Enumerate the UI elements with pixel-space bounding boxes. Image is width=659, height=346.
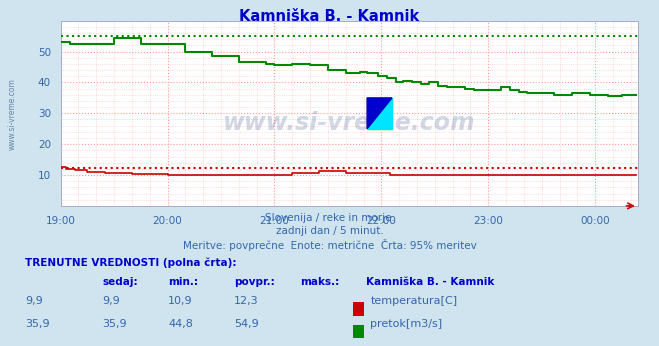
Text: TRENUTNE VREDNOSTI (polna črta):: TRENUTNE VREDNOSTI (polna črta): [25, 258, 237, 268]
Polygon shape [367, 98, 392, 129]
Text: sedaj:: sedaj: [102, 277, 138, 287]
Text: 35,9: 35,9 [102, 319, 127, 329]
Text: povpr.:: povpr.: [234, 277, 275, 287]
Text: 35,9: 35,9 [25, 319, 49, 329]
Text: 54,9: 54,9 [234, 319, 259, 329]
Text: zadnji dan / 5 minut.: zadnji dan / 5 minut. [275, 226, 384, 236]
Text: 44,8: 44,8 [168, 319, 193, 329]
Text: Kamniška B. - Kamnik: Kamniška B. - Kamnik [239, 9, 420, 24]
Text: min.:: min.: [168, 277, 198, 287]
Text: 10,9: 10,9 [168, 296, 192, 306]
Text: Meritve: povprečne  Enote: metrične  Črta: 95% meritev: Meritve: povprečne Enote: metrične Črta:… [183, 239, 476, 251]
Text: temperatura[C]: temperatura[C] [370, 296, 457, 306]
Polygon shape [367, 98, 392, 129]
Text: 12,3: 12,3 [234, 296, 258, 306]
Text: Kamniška B. - Kamnik: Kamniška B. - Kamnik [366, 277, 494, 287]
Text: maks.:: maks.: [300, 277, 339, 287]
Text: 9,9: 9,9 [25, 296, 43, 306]
Text: www.si-vreme.com: www.si-vreme.com [8, 78, 17, 150]
Text: pretok[m3/s]: pretok[m3/s] [370, 319, 442, 329]
Bar [367, 98, 392, 129]
Text: Slovenija / reke in morje.: Slovenija / reke in morje. [264, 213, 395, 223]
Text: www.si-vreme.com: www.si-vreme.com [223, 111, 476, 135]
Text: 9,9: 9,9 [102, 296, 120, 306]
